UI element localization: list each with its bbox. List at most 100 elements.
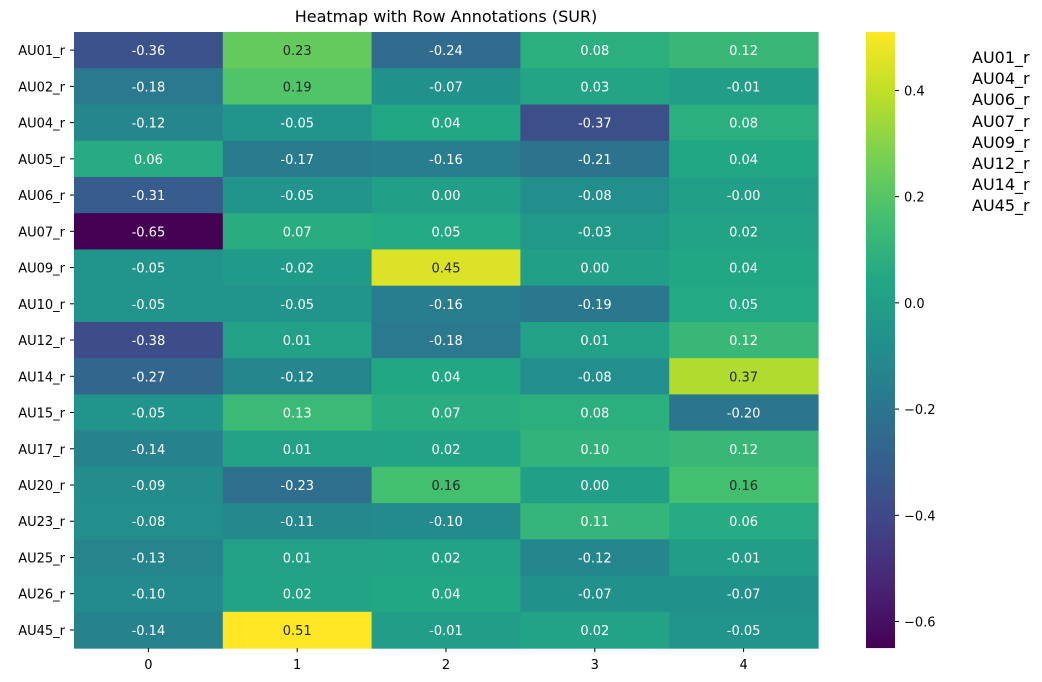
heatmap-cell — [669, 358, 819, 395]
cell-value-label: -0.36 — [132, 44, 166, 59]
colorbar — [866, 32, 895, 649]
cell-value-label: 0.02 — [729, 225, 758, 240]
y-tick-label: AU23_r — [18, 515, 65, 530]
cell-value-label: -0.31 — [132, 189, 166, 204]
colorbar-tick-label: −0.2 — [904, 403, 936, 418]
heatmap-cell — [669, 321, 819, 359]
cell-value-label: -0.05 — [727, 624, 761, 639]
cell-value-label: -0.01 — [727, 80, 761, 95]
heatmap-cell — [74, 358, 224, 395]
cell-value-label: -0.00 — [727, 189, 761, 204]
heatmap-cell — [222, 32, 373, 69]
cell-value-label: 0.08 — [580, 44, 609, 59]
heatmap-cell — [74, 503, 224, 540]
cell-value-label: -0.03 — [578, 225, 612, 240]
y-tick-label: AU12_r — [18, 334, 65, 349]
heatmap-cell — [520, 430, 670, 468]
cell-value-label: -0.05 — [132, 262, 166, 277]
cell-value-label: -0.14 — [132, 624, 166, 639]
cell-value-label: -0.05 — [280, 298, 314, 313]
heatmap-cell — [74, 213, 224, 251]
heatmap-cell — [520, 321, 670, 359]
cell-value-label: -0.11 — [280, 515, 314, 530]
cell-value-label: -0.08 — [578, 370, 612, 385]
heatmap-cell — [371, 575, 521, 613]
cell-value-label: -0.08 — [132, 515, 166, 530]
heatmap-cell — [520, 213, 670, 251]
heatmap-cell — [669, 285, 819, 323]
row-annotation-label: AU14_r — [972, 175, 1030, 195]
cell-value-label: -0.37 — [578, 117, 612, 132]
cell-value-label: 0.45 — [432, 262, 461, 277]
heatmap-cell — [669, 539, 819, 577]
cell-value-label: 0.11 — [580, 515, 609, 530]
cell-value-label: -0.16 — [429, 153, 463, 168]
cell-value-label: -0.17 — [280, 153, 314, 168]
heatmap-cell — [669, 466, 819, 504]
heatmap-cell — [371, 32, 521, 69]
cell-value-label: -0.14 — [132, 443, 166, 458]
cell-value-label: -0.12 — [132, 117, 166, 132]
cell-value-label: 0.07 — [283, 225, 312, 240]
row-annotations: AU01_r AU04_r AU06_r AU07_r AU09_r AU12_r AU14… — [972, 47, 1030, 217]
cell-value-label: -0.21 — [578, 153, 612, 168]
cell-value-label: 0.37 — [729, 370, 758, 385]
cell-value-label: 0.01 — [283, 443, 312, 458]
heatmap-cell — [669, 140, 819, 178]
heatmap-cell — [222, 176, 373, 214]
cell-value-label: -0.24 — [429, 44, 463, 59]
heatmap-cell — [74, 32, 224, 69]
heatmap-cell — [371, 285, 521, 323]
row-annotation-label: AU09_r — [972, 132, 1030, 152]
cell-value-label: 0.01 — [283, 334, 312, 349]
cell-value-label: -0.10 — [132, 588, 166, 603]
cell-value-label: 0.02 — [432, 443, 461, 458]
heatmap-cell — [222, 575, 373, 613]
cell-value-label: -0.07 — [578, 588, 612, 603]
cell-value-label: -0.23 — [280, 479, 314, 494]
cell-value-label: 0.07 — [432, 407, 461, 422]
cell-value-label: -0.08 — [578, 189, 612, 204]
cell-value-label: 0.12 — [729, 334, 758, 349]
cell-value-label: -0.27 — [132, 370, 166, 385]
heatmap-cell — [520, 611, 670, 649]
cell-value-label: 0.03 — [580, 80, 609, 95]
heatmap-cell — [222, 611, 373, 649]
heatmap-cell — [371, 213, 521, 251]
cell-value-label: -0.05 — [132, 407, 166, 422]
heatmap-cell — [74, 394, 224, 432]
heatmap-cell — [222, 539, 373, 577]
colorbar-tick-label: 0.4 — [904, 84, 925, 99]
heatmap-cell — [371, 249, 521, 287]
heatmap-cell — [669, 68, 819, 106]
cell-value-label: -0.38 — [132, 334, 166, 349]
heatmap-cell — [222, 503, 373, 540]
heatmap-cell — [74, 140, 224, 178]
x-tick-label: 1 — [293, 658, 301, 673]
cell-value-label: 0.16 — [432, 479, 461, 494]
cell-value-label: -0.05 — [280, 117, 314, 132]
heatmap-cell — [371, 321, 521, 359]
heatmap-cell — [520, 140, 670, 178]
cell-value-label: 0.04 — [729, 262, 758, 277]
cell-value-label: 0.16 — [729, 479, 758, 494]
colorbar-tick-label: −0.4 — [904, 509, 936, 524]
y-tick-label: AU05_r — [18, 153, 65, 168]
cell-value-label: -0.18 — [132, 80, 166, 95]
x-tick-label: 2 — [442, 658, 450, 673]
row-annotation-label: AU06_r — [972, 90, 1030, 110]
heatmap-cell — [222, 249, 373, 287]
cell-value-label: -0.19 — [578, 298, 612, 313]
cell-value-label: 0.04 — [729, 153, 758, 168]
chart-title: Heatmap with Row Annotations (SUR) — [294, 7, 598, 26]
cell-value-label: 0.19 — [283, 80, 312, 95]
heatmap-cell — [520, 176, 670, 214]
cell-value-label: 0.02 — [283, 588, 312, 603]
heatmap-cell — [222, 321, 373, 359]
row-annotation-label: AU07_r — [972, 111, 1030, 131]
heatmap-cell — [74, 68, 224, 106]
y-tick-label: AU09_r — [18, 262, 65, 277]
heatmap-cell — [520, 104, 670, 142]
cell-value-label: 0.08 — [729, 117, 758, 132]
